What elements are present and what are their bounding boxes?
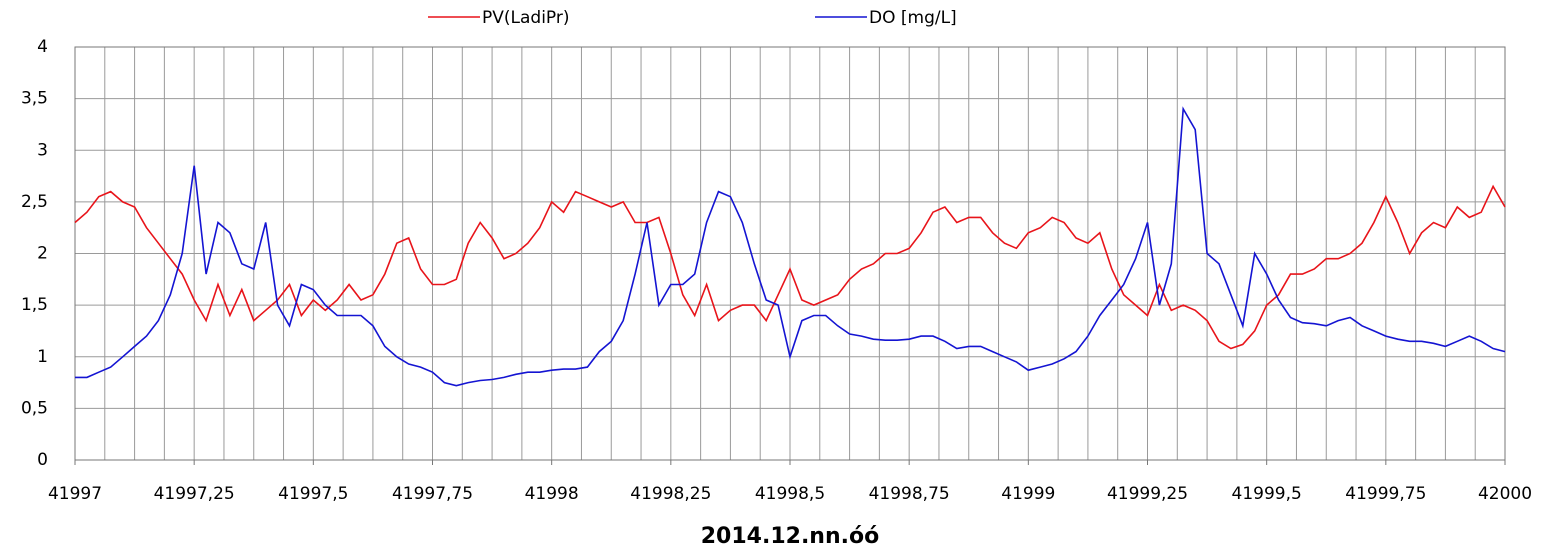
x-axis-label: 2014.12.nn.óó [701,524,879,549]
x-tick-label: 41997,5 [278,484,348,504]
y-tick-label: 1 [37,347,48,367]
data-line [74,184,1506,350]
plot-border [74,46,1506,461]
y-tick-label: 2,5 [21,192,48,212]
x-tick-label: 41999,25 [1107,484,1188,504]
y-tick-label: 2 [37,244,48,264]
y-tick-label: 0 [37,450,48,470]
y-tick-label: 1,5 [21,295,48,315]
x-tick-label: 41999,75 [1345,484,1426,504]
x-tick-label: 41999 [1001,484,1055,504]
y-tick-label: 3,5 [21,89,48,109]
x-tick-label: 42000 [1478,484,1532,504]
y-tick-label: 4 [37,37,48,57]
y-tick-label: 0,5 [21,398,48,418]
x-tick-label: 41997,25 [154,484,235,504]
x-tick-label: 41998 [525,484,579,504]
x-tick-label: 41998,75 [869,484,950,504]
x-tick-label: 41997 [48,484,102,504]
x-tick-label: 41998,25 [630,484,711,504]
y-tick-label: 3 [37,140,48,160]
data-line [75,106,1506,387]
legend-label: PV(LadiPr) [482,8,570,28]
legend-label: DO [mg/L] [869,8,957,28]
x-tick-label: 41998,5 [755,484,825,504]
x-tick-label: 41997,75 [392,484,473,504]
x-tick-label: 41999,5 [1232,484,1302,504]
